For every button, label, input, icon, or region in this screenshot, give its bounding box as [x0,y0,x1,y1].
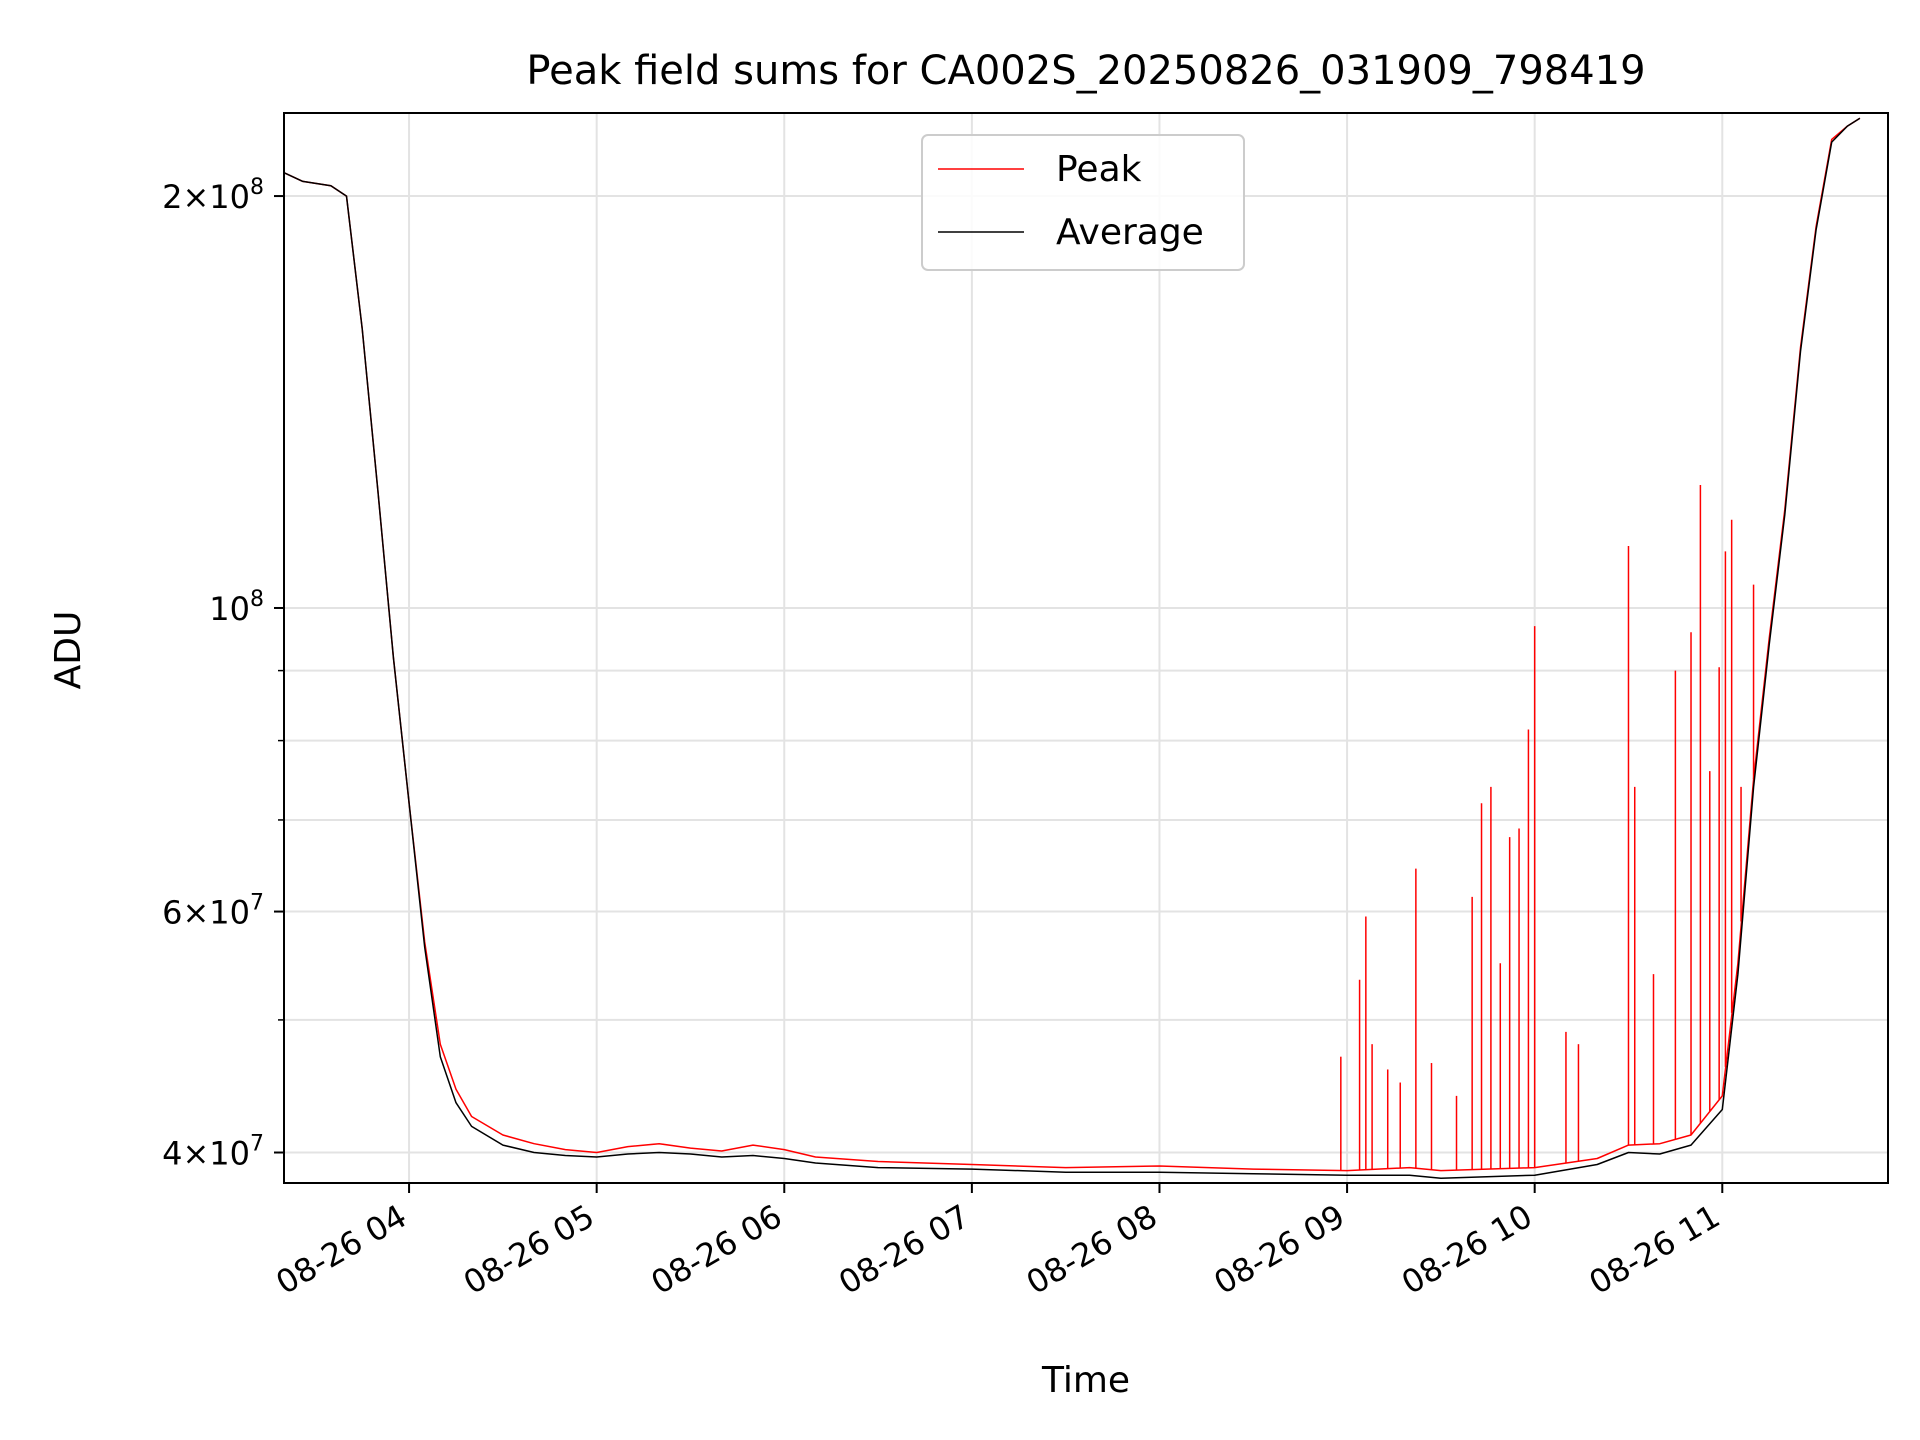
grid [284,113,1888,1183]
plot-frame [283,112,1889,1184]
y-tick-label: 2×108 [162,175,264,216]
series-line-average [283,117,1861,1180]
x-axis-label: Time [1041,1360,1130,1401]
chart-title: Peak field sums for CA002S_20250826_0319… [526,48,1645,94]
legend-label-peak: Peak [1056,149,1142,190]
y-tick-label: 6×107 [162,891,264,932]
y-tick-label: 108 [209,587,264,628]
legend: Peak Average [921,134,1245,271]
series-group [283,117,1861,1180]
legend-label-average: Average [1056,212,1204,253]
y-axis-label: ADU [48,611,89,690]
y-tick-label: 4×107 [162,1132,264,1173]
